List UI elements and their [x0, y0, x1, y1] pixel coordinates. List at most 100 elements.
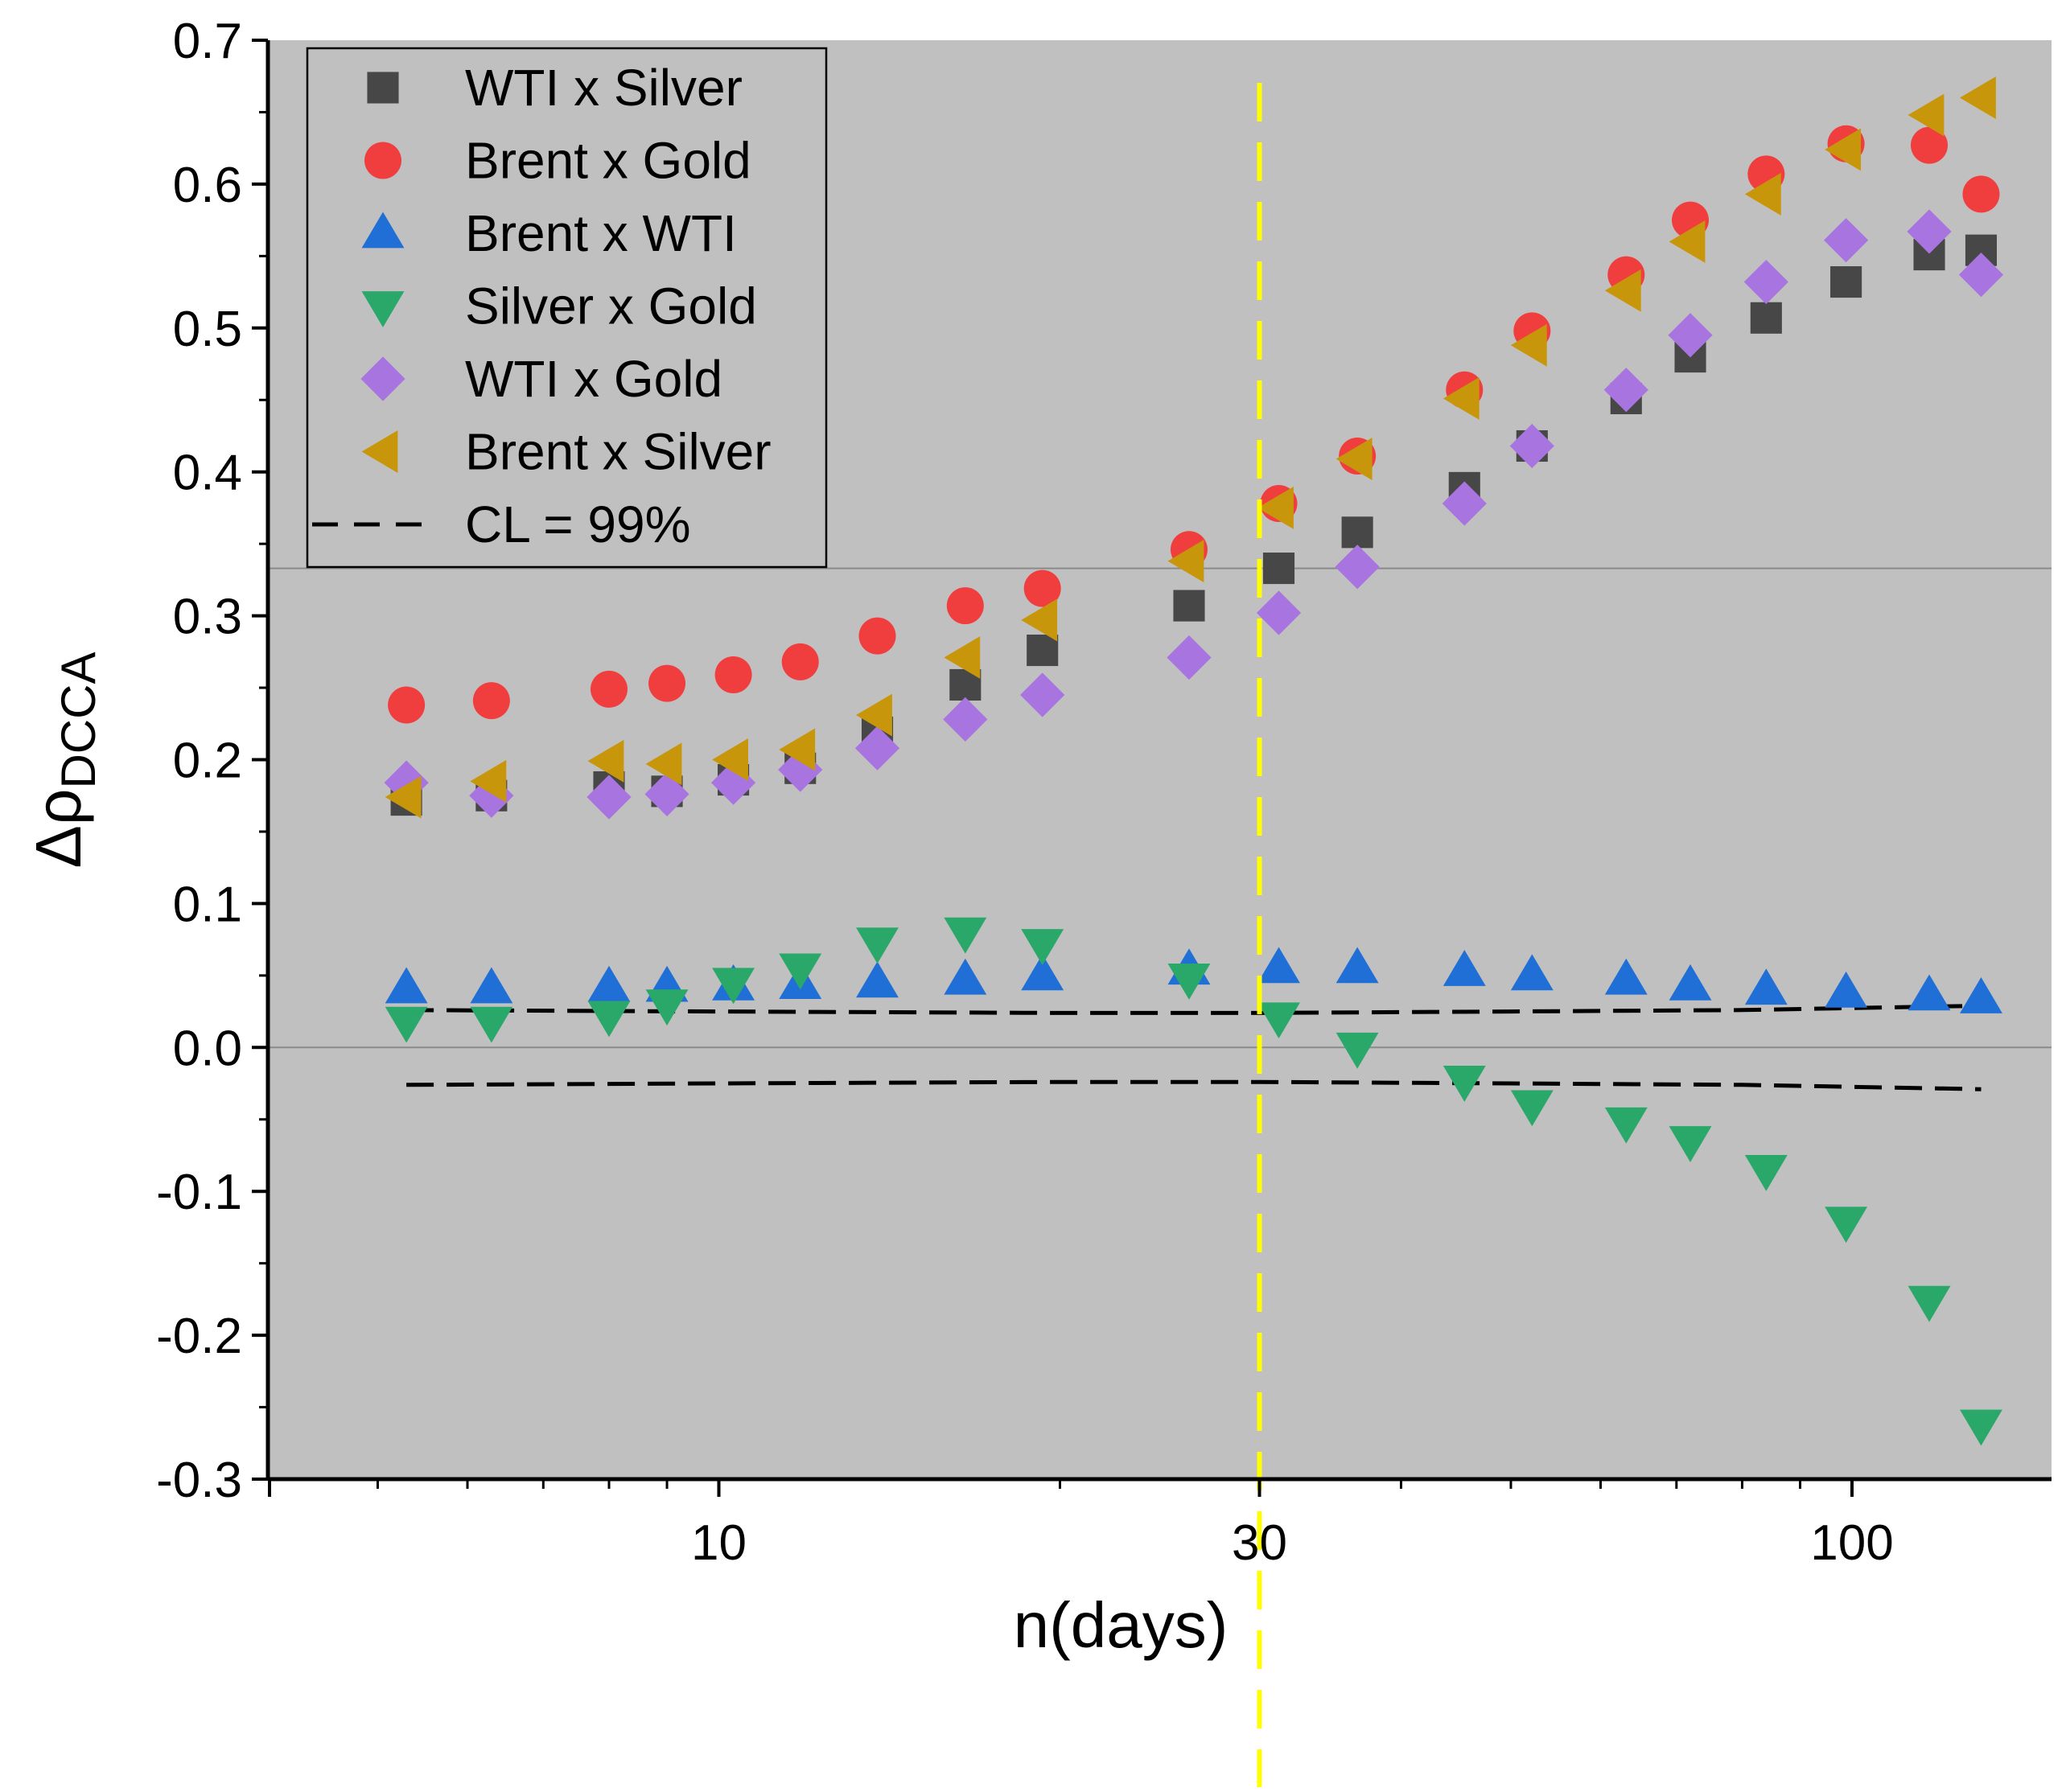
- axis-ticks: -0.3 -0.2 -0.1 0.0 0.1 0.2 0.3 0.4 0.5 0.6 0.7 10 30…: [156, 14, 1894, 1571]
- marker-wti-x-gold-9: [1167, 635, 1212, 680]
- x-tick-label-2: 100: [1810, 1515, 1893, 1571]
- marker-brent-x-silver-16: [1744, 172, 1781, 216]
- marker-brent-x-silver-10: [1257, 486, 1294, 529]
- marker-silver-x-gold-0: [385, 1006, 428, 1043]
- marker-wti-x-gold-7: [943, 697, 988, 742]
- marker-brent-x-gold-3: [648, 664, 686, 702]
- y-tick-label-1: -0.2: [156, 1309, 242, 1364]
- marker-wti-x-silver-8: [1027, 634, 1059, 667]
- marker-brent-x-wti-1: [470, 967, 513, 1004]
- marker-silver-x-gold-13: [1510, 1090, 1554, 1127]
- legend-marker-5: [361, 430, 398, 473]
- x-tick-label-1: 30: [1232, 1515, 1287, 1571]
- marker-brent-x-gold-4: [714, 656, 752, 693]
- marker-brent-x-wti-7: [944, 958, 987, 995]
- marker-brent-x-wti-14: [1604, 958, 1648, 995]
- y-tick-label-8: 0.5: [173, 302, 242, 357]
- marker-brent-x-gold-0: [388, 686, 426, 724]
- legend-marker-0: [367, 72, 399, 104]
- marker-silver-x-gold-9: [1167, 964, 1211, 1000]
- marker-brent-x-wti-10: [1257, 947, 1300, 984]
- marker-silver-x-gold-1: [470, 1006, 513, 1043]
- marker-brent-x-wti-12: [1442, 950, 1486, 986]
- y-tick-label-6: 0.3: [173, 590, 242, 645]
- legend-marker-1: [364, 142, 401, 179]
- marker-silver-x-gold-17: [1825, 1206, 1868, 1243]
- marker-wti-x-gold-4: [710, 760, 756, 805]
- legend-label-1: Brent x Gold: [465, 132, 751, 190]
- marker-wti-x-silver-10: [1262, 553, 1295, 585]
- marker-brent-x-silver-13: [1510, 323, 1547, 367]
- legend-label-5: Brent x Silver: [465, 423, 772, 481]
- marker-silver-x-gold-16: [1744, 1154, 1788, 1191]
- marker-silver-x-gold-15: [1669, 1126, 1712, 1163]
- marker-brent-x-silver-3: [645, 742, 682, 786]
- y-axis-title-sub: DCCA: [51, 652, 105, 789]
- marker-silver-x-gold-7: [944, 917, 987, 954]
- y-tick-label-3: 0.0: [173, 1021, 242, 1076]
- marker-wti-x-gold-17: [1823, 218, 1869, 263]
- marker-wti-x-silver-11: [1341, 516, 1373, 549]
- y-tick-label-5: 0.2: [173, 734, 242, 789]
- y-tick-label-7: 0.4: [173, 446, 242, 501]
- y-tick-label-4: 0.1: [173, 877, 242, 932]
- marker-brent-x-gold-18: [1911, 126, 1949, 164]
- marker-brent-x-silver-14: [1604, 269, 1641, 312]
- marker-silver-x-gold-4: [712, 968, 755, 1005]
- marker-brent-x-silver-15: [1669, 220, 1706, 263]
- marker-brent-x-wti-19: [1960, 977, 2002, 1013]
- marker-brent-x-silver-5: [779, 728, 816, 771]
- marker-brent-x-gold-1: [472, 682, 510, 720]
- y-tick-label-2: -0.1: [156, 1165, 242, 1220]
- svg-text:ΔρDCCA: ΔρDCCA: [23, 652, 105, 869]
- cl-lower-line: [406, 1079, 1982, 1091]
- marker-brent-x-silver-17: [1825, 128, 1861, 171]
- marker-silver-x-gold-5: [779, 953, 822, 990]
- marker-brent-x-gold-2: [590, 670, 628, 708]
- marker-brent-x-silver-12: [1442, 377, 1480, 420]
- marker-silver-x-gold-8: [1021, 929, 1064, 965]
- marker-brent-x-silver-9: [1167, 540, 1204, 583]
- marker-silver-x-gold-6: [856, 927, 899, 964]
- marker-brent-x-silver-0: [385, 775, 422, 819]
- legend-marker-2: [361, 212, 405, 249]
- marker-wti-x-gold-12: [1442, 481, 1487, 526]
- marker-silver-x-gold-2: [587, 1001, 631, 1038]
- marker-wti-x-gold-5: [778, 747, 823, 792]
- marker-brent-x-silver-8: [1021, 598, 1058, 642]
- marker-silver-x-gold-3: [645, 989, 689, 1026]
- marker-silver-x-gold-11: [1335, 1032, 1379, 1069]
- marker-wti-x-gold-8: [1020, 672, 1065, 717]
- marker-silver-x-gold-10: [1257, 1002, 1300, 1039]
- marker-wti-x-gold-2: [586, 775, 632, 820]
- marker-brent-x-silver-1: [470, 759, 507, 803]
- x-tick-label-0: 10: [691, 1515, 747, 1571]
- marker-brent-x-silver-2: [587, 739, 624, 783]
- marker-brent-x-gold-6: [858, 617, 896, 655]
- data-markers: [384, 76, 2004, 1787]
- legend-label-4: WTI x Gold: [465, 350, 722, 408]
- marker-brent-x-silver-18: [1908, 93, 1945, 137]
- marker-wti-x-gold-16: [1743, 259, 1788, 305]
- legend-marker-3: [361, 291, 405, 327]
- marker-brent-x-wti-11: [1335, 947, 1379, 984]
- marker-brent-x-gold-19: [1962, 175, 2000, 213]
- legend-label-2: Brent x WTI: [465, 204, 737, 262]
- marker-wti-x-silver-16: [1750, 302, 1782, 334]
- legend-label-cl: CL = 99%: [465, 495, 690, 553]
- x-axis-title: n(days): [1014, 1589, 1228, 1661]
- marker-wti-x-silver-17: [1830, 266, 1862, 298]
- marker-brent-x-gold-5: [781, 643, 819, 680]
- marker-brent-x-wti-6: [856, 961, 899, 998]
- legend-label-3: Silver x Gold: [465, 277, 757, 335]
- marker-wti-x-gold-18: [1907, 209, 1952, 254]
- marker-brent-x-silver-11: [1335, 438, 1373, 481]
- marker-brent-x-wti-18: [1908, 974, 1951, 1011]
- marker-silver-x-gold-14: [1604, 1107, 1648, 1144]
- marker-brent-x-wti-8: [1021, 954, 1064, 991]
- marker-wti-x-gold-10: [1256, 590, 1302, 635]
- marker-silver-x-gold-19: [1960, 1409, 2002, 1446]
- marker-wti-x-gold-11: [1335, 545, 1380, 590]
- marker-brent-x-silver-6: [856, 693, 892, 737]
